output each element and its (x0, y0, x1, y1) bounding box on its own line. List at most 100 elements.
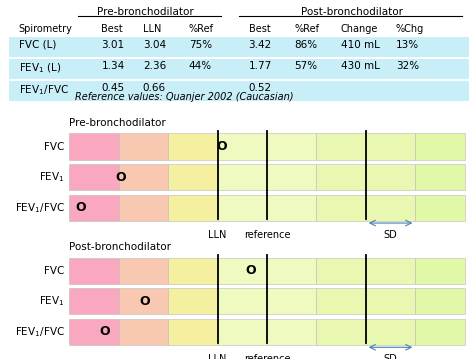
Text: LLN: LLN (209, 354, 227, 359)
Text: 1.34: 1.34 (101, 61, 125, 71)
Text: 3.42: 3.42 (248, 39, 272, 50)
Text: Reference values: Quanjer 2002 (Caucasian): Reference values: Quanjer 2002 (Caucasia… (75, 92, 293, 102)
Text: 1.77: 1.77 (248, 61, 272, 71)
FancyBboxPatch shape (118, 319, 168, 345)
FancyBboxPatch shape (218, 164, 267, 190)
Text: 0.45: 0.45 (101, 83, 125, 93)
Text: FVC: FVC (44, 266, 64, 276)
FancyBboxPatch shape (366, 134, 415, 159)
FancyBboxPatch shape (316, 195, 366, 221)
FancyBboxPatch shape (168, 288, 218, 314)
FancyBboxPatch shape (366, 288, 415, 314)
Text: 2.36: 2.36 (143, 61, 166, 71)
Text: Best: Best (248, 24, 270, 33)
FancyBboxPatch shape (415, 134, 465, 159)
Text: LLN: LLN (209, 230, 227, 240)
FancyBboxPatch shape (118, 134, 168, 159)
Text: %Ref: %Ref (294, 24, 319, 33)
Text: 75%: 75% (189, 39, 212, 50)
Text: Post-bronchodilator: Post-bronchodilator (301, 6, 403, 17)
Text: 0.66: 0.66 (143, 83, 166, 93)
Text: Pre-bronchodilator: Pre-bronchodilator (97, 6, 193, 17)
Text: O: O (216, 140, 227, 153)
FancyBboxPatch shape (267, 164, 316, 190)
Text: FEV$_1$/FVC: FEV$_1$/FVC (15, 325, 64, 339)
Text: 86%: 86% (294, 39, 318, 50)
Text: O: O (100, 326, 110, 339)
FancyBboxPatch shape (168, 258, 218, 284)
Text: Post-bronchodilator: Post-bronchodilator (69, 242, 171, 252)
FancyBboxPatch shape (69, 134, 118, 159)
FancyBboxPatch shape (267, 258, 316, 284)
FancyBboxPatch shape (168, 319, 218, 345)
FancyBboxPatch shape (218, 195, 267, 221)
FancyBboxPatch shape (118, 258, 168, 284)
FancyBboxPatch shape (316, 134, 366, 159)
Text: FVC: FVC (44, 141, 64, 151)
Text: FEV$_1$: FEV$_1$ (39, 170, 64, 184)
Text: 3.01: 3.01 (101, 39, 125, 50)
FancyBboxPatch shape (118, 164, 168, 190)
FancyBboxPatch shape (69, 195, 118, 221)
FancyBboxPatch shape (168, 134, 218, 159)
FancyBboxPatch shape (415, 195, 465, 221)
Text: 44%: 44% (189, 61, 212, 71)
Text: 430 mL: 430 mL (340, 61, 379, 71)
Text: O: O (139, 295, 150, 308)
FancyBboxPatch shape (267, 319, 316, 345)
FancyBboxPatch shape (267, 134, 316, 159)
Text: %Chg: %Chg (396, 24, 424, 33)
FancyBboxPatch shape (415, 319, 465, 345)
FancyBboxPatch shape (168, 195, 218, 221)
FancyBboxPatch shape (366, 319, 415, 345)
Text: FEV$_1$: FEV$_1$ (39, 294, 64, 308)
FancyBboxPatch shape (366, 164, 415, 190)
FancyBboxPatch shape (415, 258, 465, 284)
FancyBboxPatch shape (366, 258, 415, 284)
FancyBboxPatch shape (316, 288, 366, 314)
Text: LLN: LLN (143, 24, 161, 33)
Text: 0.52: 0.52 (248, 83, 272, 93)
FancyBboxPatch shape (415, 288, 465, 314)
FancyBboxPatch shape (69, 258, 118, 284)
Text: Spirometry: Spirometry (18, 24, 73, 33)
FancyBboxPatch shape (218, 134, 267, 159)
Text: reference: reference (244, 354, 290, 359)
Text: Best: Best (101, 24, 123, 33)
Text: Pre-bronchodilator: Pre-bronchodilator (69, 118, 166, 128)
Text: FEV$_1$/FVC: FEV$_1$/FVC (18, 83, 69, 97)
Text: O: O (115, 171, 126, 184)
Text: 410 mL: 410 mL (340, 39, 379, 50)
Text: SD: SD (383, 230, 397, 240)
FancyBboxPatch shape (218, 258, 267, 284)
Text: O: O (76, 201, 86, 214)
Text: O: O (246, 264, 256, 277)
FancyBboxPatch shape (366, 195, 415, 221)
FancyBboxPatch shape (218, 319, 267, 345)
FancyBboxPatch shape (118, 288, 168, 314)
FancyBboxPatch shape (316, 319, 366, 345)
FancyBboxPatch shape (168, 164, 218, 190)
FancyBboxPatch shape (415, 164, 465, 190)
Text: FEV$_1$ (L): FEV$_1$ (L) (18, 61, 62, 75)
FancyBboxPatch shape (69, 288, 118, 314)
Text: 57%: 57% (294, 61, 318, 71)
Text: 13%: 13% (396, 39, 419, 50)
FancyBboxPatch shape (69, 164, 118, 190)
FancyBboxPatch shape (316, 164, 366, 190)
FancyBboxPatch shape (316, 258, 366, 284)
Text: reference: reference (244, 230, 290, 240)
Text: FVC (L): FVC (L) (18, 39, 56, 50)
Text: Change: Change (340, 24, 378, 33)
FancyBboxPatch shape (267, 195, 316, 221)
FancyBboxPatch shape (267, 288, 316, 314)
Text: FEV$_1$/FVC: FEV$_1$/FVC (15, 201, 64, 215)
FancyBboxPatch shape (218, 288, 267, 314)
Text: SD: SD (383, 354, 397, 359)
FancyBboxPatch shape (9, 59, 469, 79)
Text: %Ref: %Ref (189, 24, 214, 33)
FancyBboxPatch shape (9, 81, 469, 101)
FancyBboxPatch shape (118, 195, 168, 221)
FancyBboxPatch shape (9, 37, 469, 57)
FancyBboxPatch shape (69, 319, 118, 345)
